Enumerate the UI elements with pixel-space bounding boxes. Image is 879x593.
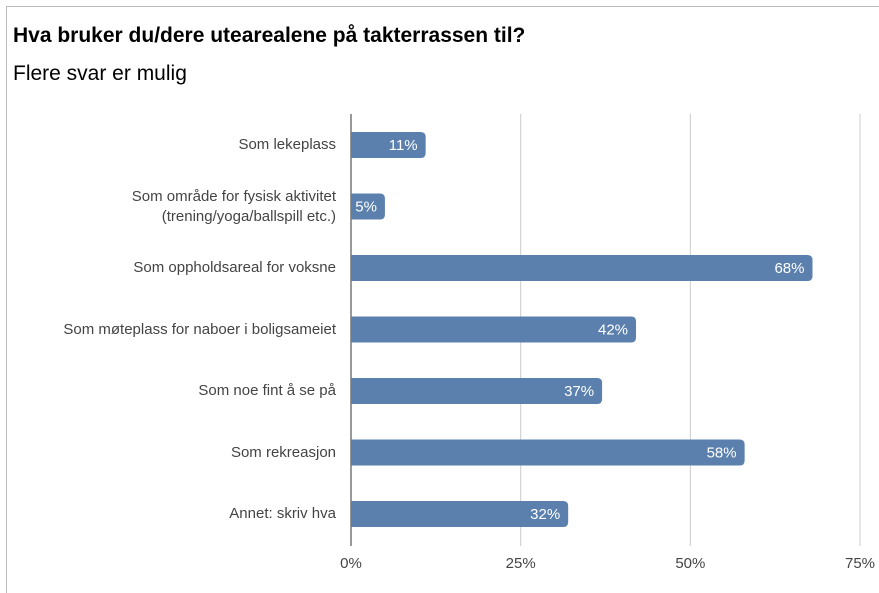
- value-label: 42%: [598, 321, 628, 338]
- bar: [351, 439, 745, 466]
- y-tick-label: Som møteplass for naboer i boligsameiet: [63, 320, 336, 338]
- bar: [351, 378, 603, 404]
- x-tick-label: 75%: [845, 555, 875, 572]
- value-label: 11%: [389, 137, 418, 154]
- x-tick-label: 25%: [506, 555, 536, 572]
- x-tick-label: 0%: [340, 555, 362, 572]
- x-tick-label: 50%: [675, 555, 705, 572]
- value-label: 32%: [530, 506, 560, 523]
- y-tick-label: Som oppholdsareal for voksne: [133, 259, 336, 276]
- frame: [6, 6, 879, 593]
- value-label: 58%: [707, 444, 737, 461]
- bar: [351, 501, 569, 527]
- y-tick-label: Som lekeplass: [238, 136, 336, 153]
- value-label: 68%: [774, 260, 804, 277]
- y-tick-label: Annet: skriv hva: [229, 505, 336, 522]
- chart-subtitle: Flere svar er mulig: [13, 62, 187, 85]
- bar: [351, 193, 385, 220]
- bar: [351, 316, 637, 343]
- bar: [351, 255, 813, 281]
- chart-title: Hva bruker du/dere utearealene på takter…: [13, 24, 526, 47]
- y-tick-label: Som noe fint å se på: [198, 382, 336, 399]
- value-label: 37%: [564, 383, 594, 400]
- value-label: 5%: [355, 198, 377, 215]
- y-tick-label: Som rekreasjon: [230, 443, 336, 461]
- y-tick-label: Som område for fysisk aktivitet (trening…: [131, 187, 336, 225]
- bar: [351, 132, 426, 158]
